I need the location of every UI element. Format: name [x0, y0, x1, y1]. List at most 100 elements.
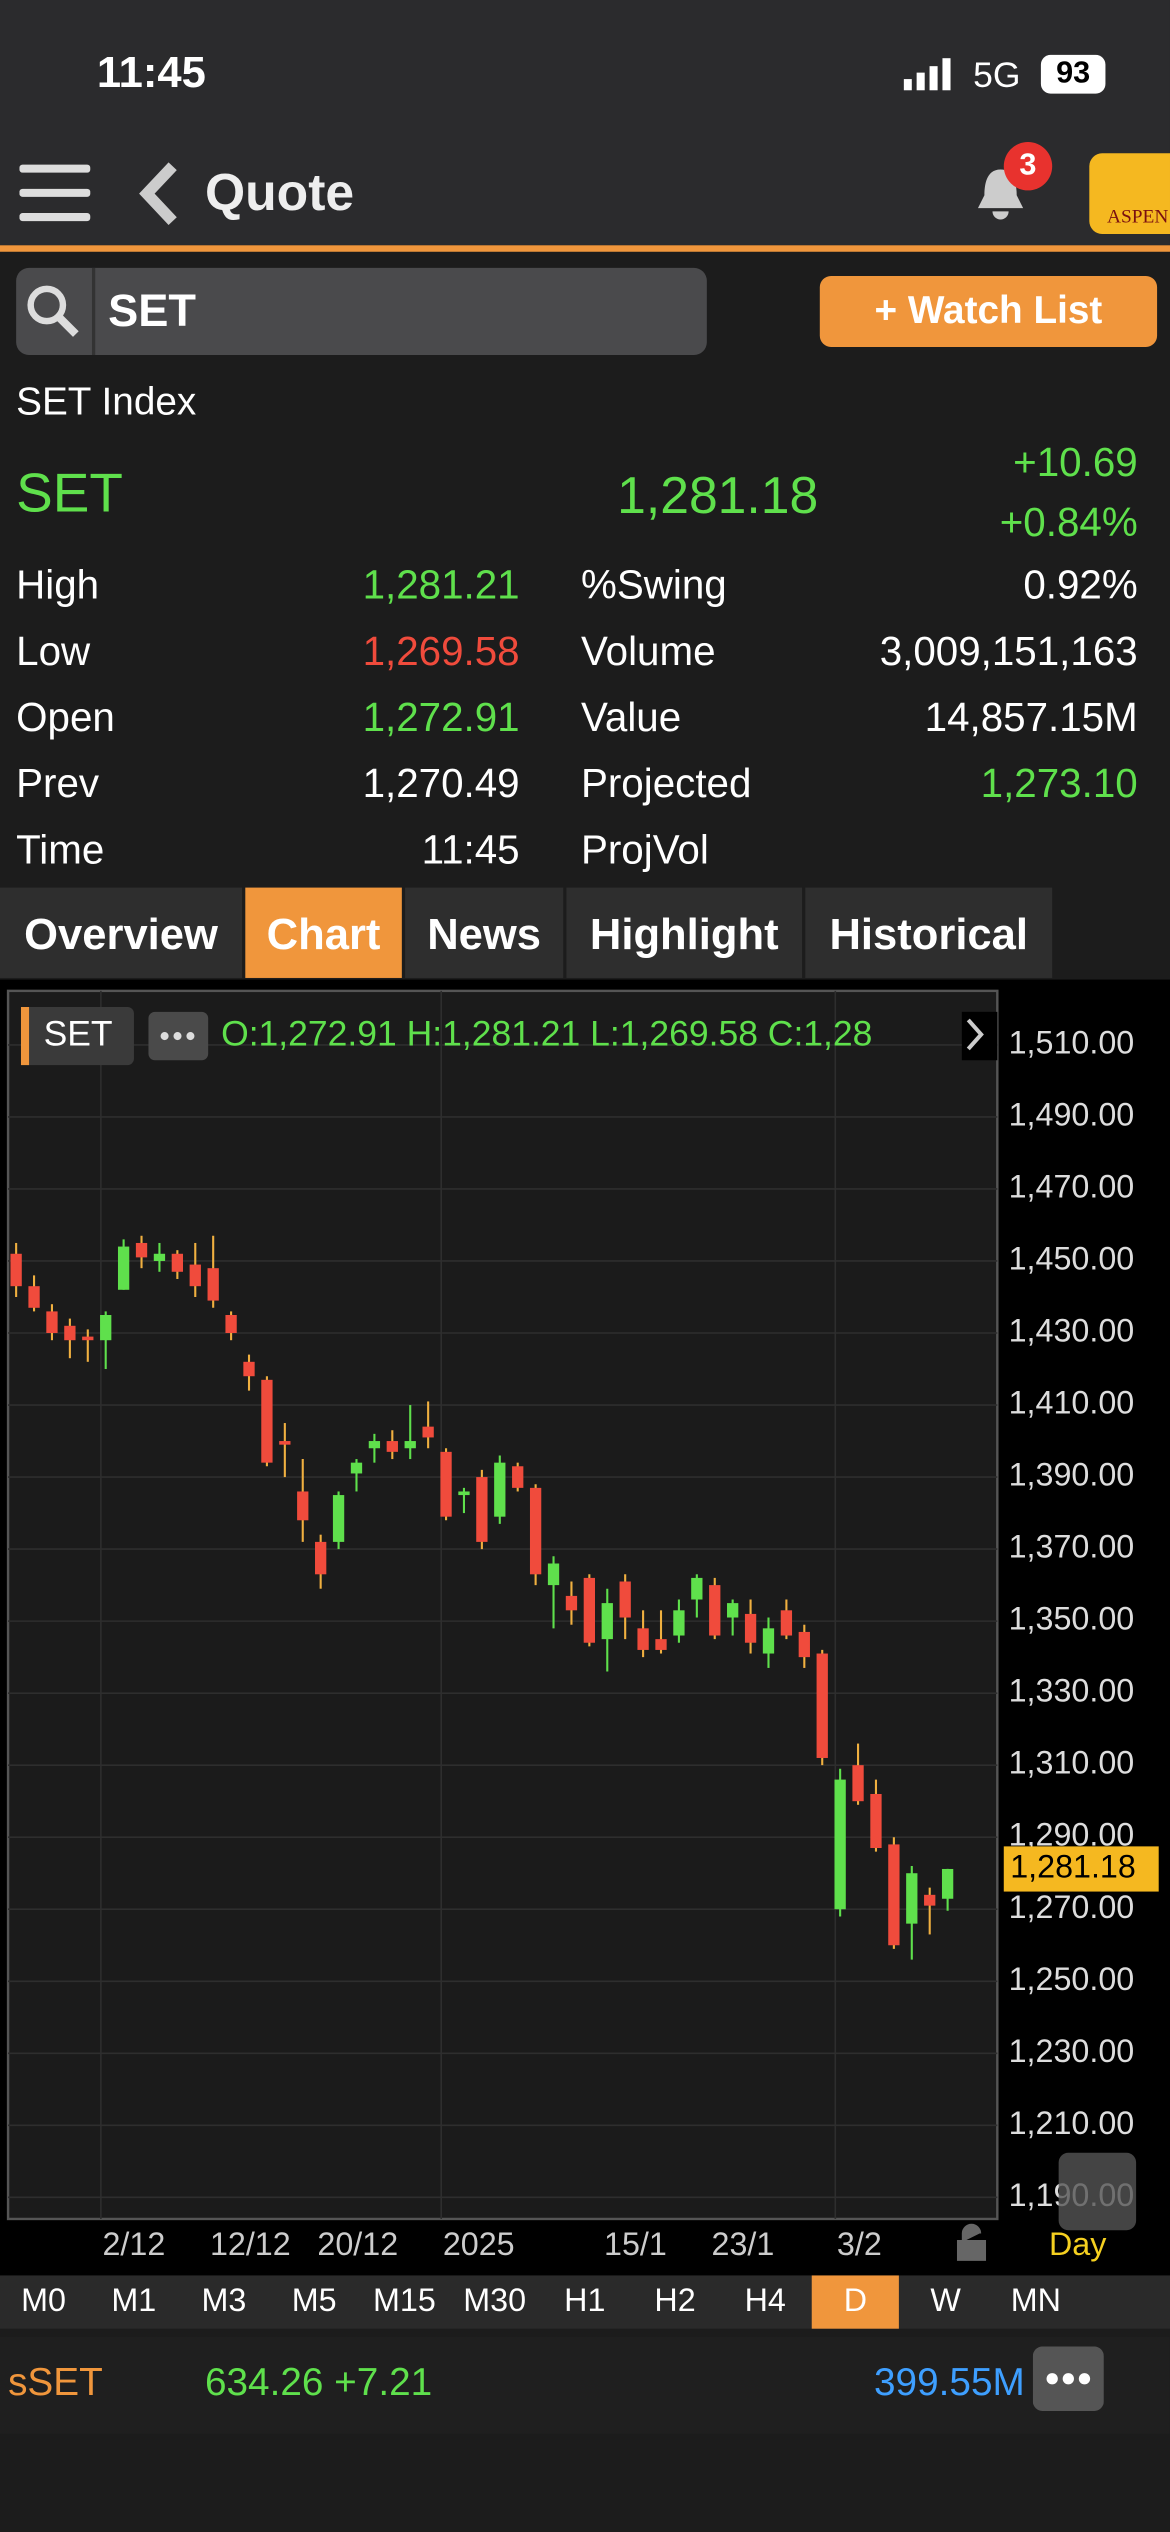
candle-body [458, 1491, 470, 1496]
symbol: SET [16, 463, 123, 525]
candle-body [100, 1314, 112, 1341]
tab[interactable]: News [405, 887, 564, 978]
candle-body [816, 1653, 828, 1758]
y-tick-label: 1,430.00 [1009, 1313, 1135, 1349]
stat-label: Prev [16, 761, 100, 807]
stat-value: 14,857.15M [924, 695, 1138, 741]
candle-body [834, 1779, 846, 1910]
footer-value: 634.26 +7.21 [204, 2360, 433, 2405]
candle-body [315, 1541, 327, 1575]
index-name: SET Index [16, 380, 197, 425]
x-tick-label: 2025 [443, 2226, 515, 2262]
candle-body [189, 1264, 201, 1287]
candle-body [888, 1844, 900, 1946]
y-tick-label: 1,210.00 [1009, 2105, 1135, 2141]
y-tick-label: 1,370.00 [1009, 1529, 1135, 1565]
candle-body [332, 1495, 345, 1542]
candle-body [440, 1451, 452, 1517]
stat-value: 0.92% [1023, 563, 1138, 609]
candle-body [46, 1311, 58, 1334]
candle-body [744, 1613, 757, 1643]
options-dot [186, 1032, 195, 1041]
candle-body [941, 1868, 954, 1899]
timeframe[interactable]: M15 [373, 2283, 436, 2320]
y-tick-label: 1,510.00 [1009, 1024, 1135, 1060]
candle-body [82, 1336, 94, 1341]
y-tick-label: 1,250.00 [1009, 1961, 1135, 1997]
stat-value: 11:45 [421, 827, 520, 874]
plot-area [6, 989, 999, 2221]
timeframe[interactable]: M1 [111, 2283, 157, 2320]
timeframe[interactable]: H1 [564, 2283, 606, 2320]
candle-body [601, 1603, 613, 1640]
symbol-chip [20, 1007, 134, 1066]
candle-body [583, 1577, 596, 1643]
tab[interactable]: Overview [0, 887, 243, 978]
candle-body [529, 1487, 542, 1575]
active-tab[interactable]: Chart [245, 887, 402, 978]
stat-label: Open [16, 695, 115, 741]
symbol-chip-accent [20, 1007, 30, 1066]
network: 5G [973, 54, 1021, 96]
search-query: SET [108, 285, 197, 336]
timeframe[interactable]: MN [1010, 2283, 1061, 2320]
chart: 1,510.00 1,490.00 1,470.00 1,450.00 1,430.00… [6, 989, 1159, 2262]
signal [903, 58, 951, 91]
ohlc-arrow [966, 1018, 984, 1051]
timeframe[interactable]: H2 [654, 2283, 696, 2320]
y-tick-label: 1,410.00 [1009, 1385, 1135, 1421]
candle-body [153, 1253, 166, 1261]
x-tick-label: 20/12 [317, 2226, 398, 2262]
stat-value: 1,272.91 [362, 695, 520, 741]
stat-label: Value [580, 695, 682, 741]
top-bar [0, 0, 1170, 246]
timeframe[interactable]: M30 [463, 2283, 527, 2320]
y-tick-label: 1,330.00 [1009, 1673, 1135, 1709]
battery: 93 [1040, 54, 1106, 94]
candle-body [368, 1441, 381, 1449]
tab[interactable]: Historical [805, 887, 1053, 978]
candle-body [547, 1563, 560, 1586]
stat-label: Volume [580, 629, 716, 675]
candle-body [494, 1462, 506, 1517]
watch-list-button[interactable]: + Watch List [819, 275, 1158, 347]
clock: 11:45 [96, 48, 206, 97]
nav-title: Quote [204, 162, 355, 222]
tab[interactable]: Highlight [566, 887, 803, 978]
candle-body [261, 1379, 273, 1463]
ohlc-text: O:1,272.91 H:1,281.21 L:1,269.58 C:1,28 [221, 1013, 872, 1053]
expand-button [1058, 2152, 1137, 2231]
candle-body [135, 1242, 148, 1258]
menu[interactable] [19, 161, 91, 226]
change: +10.69 [1013, 440, 1138, 486]
y-tick-label: 1,270.00 [1009, 1889, 1135, 1925]
timeframe[interactable]: D [811, 2275, 900, 2329]
y-tick-label: 1,490.00 [1009, 1096, 1135, 1132]
stat-label: High [16, 563, 100, 609]
candle-body [28, 1286, 40, 1308]
timeframe[interactable]: W [930, 2283, 961, 2320]
candle-body [512, 1466, 524, 1488]
candle-body [279, 1441, 291, 1445]
logo[interactable]: ASPEN [1089, 153, 1170, 234]
timeframe[interactable]: M3 [201, 2283, 247, 2320]
stat-label: Time [16, 827, 105, 874]
timeframe[interactable]: M5 [291, 2283, 337, 2320]
x-tick-label: 12/12 [210, 2226, 291, 2262]
back[interactable] [137, 161, 179, 226]
y-tick-label: 1,470.00 [1009, 1168, 1135, 1204]
search-box[interactable] [16, 267, 707, 356]
candle-body [10, 1253, 22, 1287]
last-price-label: 1,281.18 [1010, 1849, 1136, 1885]
footer-volume: 399.55M [874, 2360, 1025, 2405]
candle-body [673, 1610, 685, 1636]
candle-body [780, 1610, 793, 1636]
last-price: 1,281.18 [617, 466, 819, 525]
candle-body [655, 1639, 667, 1650]
stat-value: 1,269.58 [362, 629, 520, 675]
more-button[interactable] [1032, 2346, 1104, 2412]
timeframe[interactable]: H4 [744, 2283, 786, 2320]
y-tick-label: 1,350.00 [1009, 1601, 1135, 1637]
stat-label: ProjVol [580, 827, 709, 874]
timeframe[interactable]: M0 [21, 2283, 66, 2320]
